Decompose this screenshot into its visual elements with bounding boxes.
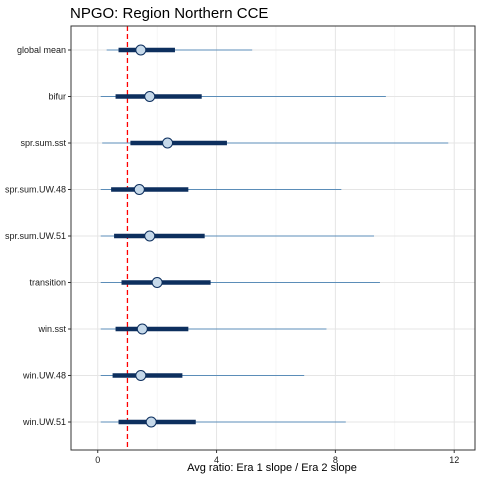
x-tick-label: 4 bbox=[214, 455, 219, 465]
y-tick-label: win.UW.48 bbox=[22, 371, 66, 381]
point-estimate bbox=[145, 416, 157, 428]
x-tick-label: 12 bbox=[449, 455, 459, 465]
point-estimate bbox=[133, 184, 145, 195]
y-tick-label: spr.sum.UW.48 bbox=[5, 185, 66, 195]
point-estimate bbox=[135, 44, 147, 56]
point-estimate bbox=[144, 230, 156, 242]
y-tick-label: transition bbox=[29, 278, 66, 288]
point-estimate bbox=[144, 91, 156, 102]
x-axis-label: Avg ratio: Era 1 slope / Era 2 slope bbox=[187, 462, 357, 474]
point-estimate bbox=[135, 370, 147, 381]
y-axis-ticks: global mean bifur spr.sum.sst spr.sum.UW.48… bbox=[5, 45, 71, 427]
y-tick-label: bifur bbox=[48, 92, 66, 102]
point-estimate bbox=[162, 137, 174, 149]
y-tick-label: global mean bbox=[17, 45, 66, 55]
point-estimate bbox=[136, 323, 148, 335]
y-tick-label: win.sst bbox=[37, 324, 66, 334]
marks-layer bbox=[100, 44, 449, 428]
y-tick-label: win.UW.51 bbox=[22, 417, 66, 427]
x-axis-ticks: 0 4 8 12 bbox=[95, 450, 459, 465]
chart-title: NPGO: Region Northern CCE bbox=[70, 5, 268, 22]
x-tick-label: 0 bbox=[95, 455, 100, 465]
point-estimate bbox=[151, 277, 163, 288]
y-tick-label: spr.sum.sst bbox=[20, 138, 66, 148]
panel-border bbox=[70, 25, 476, 451]
y-tick-label: spr.sum.UW.51 bbox=[5, 231, 66, 241]
x-tick-label: 8 bbox=[333, 455, 338, 465]
